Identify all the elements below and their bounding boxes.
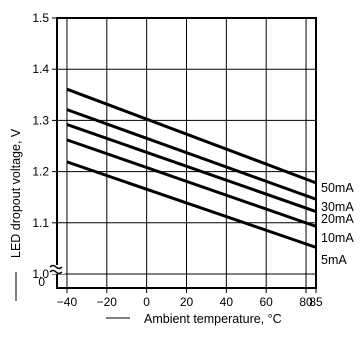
y-tick-label: 1.4: [32, 62, 49, 76]
x-tick-label: 20: [180, 295, 194, 309]
y-tick-label: 1.3: [32, 113, 49, 127]
series-line: [66, 160, 317, 249]
series-line: [66, 87, 317, 185]
series-label: 20mA: [321, 212, 354, 226]
y-tick-labels: 1.0 1.1 1.2 1.3 1.4 1.5: [32, 11, 49, 281]
x-axis-label: Ambient temperature, °C: [144, 312, 282, 326]
series-line: [66, 108, 317, 201]
series-line: [66, 123, 317, 213]
x-tick-label: 80: [299, 295, 313, 309]
series-label: 5mA: [321, 253, 347, 267]
series-label: 30mA: [321, 200, 354, 214]
series-label: 50mA: [321, 181, 354, 195]
series-label: 10mA: [321, 231, 354, 245]
grid: [52, 17, 317, 293]
x-tick-label: 60: [260, 295, 274, 309]
x-tick-label: −20: [97, 295, 118, 309]
series-lines: [66, 87, 317, 249]
series-line: [66, 138, 317, 228]
x-tick-label: −40: [57, 295, 78, 309]
y-axis-label: LED dropout voltage, V: [9, 128, 23, 258]
x-tick-label: 0: [143, 295, 150, 309]
x-tick-label: 85: [309, 295, 323, 309]
y-tick-label: 1.5: [32, 11, 49, 25]
x-tick-label: 40: [220, 295, 234, 309]
y-axis-break-icon: [49, 264, 65, 275]
y-tick-label: 1.0: [32, 267, 49, 281]
y-axis-break-label: 0: [38, 275, 45, 289]
y-tick-label: 1.2: [32, 165, 49, 179]
plot-frame: [56, 17, 317, 289]
y-tick-label: 1.1: [32, 216, 49, 230]
